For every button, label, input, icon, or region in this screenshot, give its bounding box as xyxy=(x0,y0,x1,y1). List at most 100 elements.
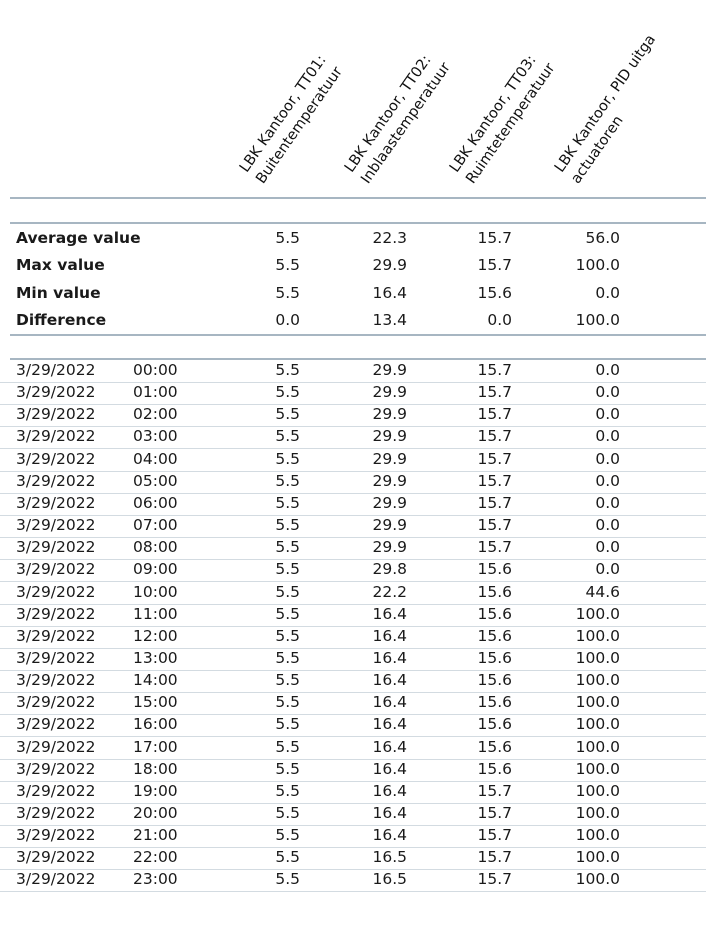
date-text: 3/29/2022 xyxy=(16,804,96,822)
table-cell: 15.7 xyxy=(477,405,512,424)
timestamp-cell: 3/29/2022 04:00 xyxy=(16,450,178,468)
timestamp-cell: 3/29/2022 12:00 xyxy=(16,627,178,645)
column-header-pid: LBK Kantoor, PID uitga actuatoren xyxy=(550,31,677,188)
table-cell: 44.6 xyxy=(585,582,620,601)
timestamp-cell: 3/29/2022 08:00 xyxy=(16,538,178,556)
table-cell: 5.5 xyxy=(275,626,300,645)
summary-value: 5.5 xyxy=(275,256,300,274)
table-cell: 5.5 xyxy=(275,604,300,623)
date-text: 3/29/2022 xyxy=(16,781,96,800)
timestamp-cell: 3/29/2022 20:00 xyxy=(16,804,178,822)
table-cell: 29.9 xyxy=(372,361,407,379)
table-row: 3/29/2022 00:00 5.5 29.9 15.7 0.0 xyxy=(0,361,706,383)
table-cell: 15.7 xyxy=(477,383,512,402)
table-cell: 29.9 xyxy=(372,516,407,535)
date-text: 3/29/2022 xyxy=(16,693,96,712)
timestamp-cell: 3/29/2022 17:00 xyxy=(16,738,178,756)
date-text: 3/29/2022 xyxy=(16,427,96,446)
summary-label: Min value xyxy=(16,284,101,302)
table-cell: 5.5 xyxy=(275,781,300,800)
table-cell: 100.0 xyxy=(575,626,620,645)
time-text: 05:00 xyxy=(133,471,178,490)
time-text: 02:00 xyxy=(133,405,178,424)
date-text: 3/29/2022 xyxy=(16,759,96,778)
timestamp-cell: 3/29/2022 06:00 xyxy=(16,494,178,512)
timestamp-cell: 3/29/2022 01:00 xyxy=(16,383,178,401)
table-cell: 0.0 xyxy=(595,361,620,379)
table-cell: 5.5 xyxy=(275,671,300,690)
table-cell: 16.4 xyxy=(372,804,407,822)
timestamp-cell: 3/29/2022 22:00 xyxy=(16,848,178,866)
time-text: 23:00 xyxy=(133,870,178,889)
time-text: 17:00 xyxy=(133,737,178,756)
table-cell: 100.0 xyxy=(575,804,620,822)
table-cell: 15.7 xyxy=(477,361,512,379)
date-text: 3/29/2022 xyxy=(16,848,96,867)
table-cell: 29.9 xyxy=(372,538,407,557)
table-row: 3/29/2022 14:00 5.5 16.4 15.6 100.0 xyxy=(0,671,706,694)
table-row: 3/29/2022 16:00 5.5 16.4 15.6 100.0 xyxy=(0,715,706,738)
table-cell: 16.5 xyxy=(372,870,407,889)
table-cell: 5.5 xyxy=(275,538,300,557)
table-cell: 29.9 xyxy=(372,427,407,446)
table-cell: 0.0 xyxy=(595,471,620,490)
time-text: 06:00 xyxy=(133,493,178,512)
table-cell: 100.0 xyxy=(575,604,620,623)
table-cell: 100.0 xyxy=(575,759,620,778)
table-row: 3/29/2022 09:00 5.5 29.8 15.6 0.0 xyxy=(0,560,706,583)
timestamp-cell: 3/29/2022 11:00 xyxy=(16,605,178,623)
table-cell: 15.6 xyxy=(477,715,512,734)
table-row: 3/29/2022 22:00 5.5 16.5 15.7 100.0 xyxy=(0,848,706,871)
date-text: 3/29/2022 xyxy=(16,560,96,579)
timestamp-cell: 3/29/2022 15:00 xyxy=(16,693,178,711)
table-cell: 5.5 xyxy=(275,493,300,512)
date-text: 3/29/2022 xyxy=(16,715,96,734)
table-row: 3/29/2022 08:00 5.5 29.9 15.7 0.0 xyxy=(0,538,706,561)
summary-value: 15.7 xyxy=(477,256,512,274)
date-text: 3/29/2022 xyxy=(16,626,96,645)
table-row: 3/29/2022 17:00 5.5 16.4 15.6 100.0 xyxy=(0,738,706,760)
table-cell: 5.5 xyxy=(275,560,300,579)
timestamp-cell: 3/29/2022 07:00 xyxy=(16,516,178,534)
table-cell: 100.0 xyxy=(575,826,620,845)
table-row: 3/29/2022 20:00 5.5 16.4 15.7 100.0 xyxy=(0,804,706,826)
table-cell: 16.4 xyxy=(372,781,407,800)
table-cell: 16.4 xyxy=(372,826,407,845)
header-divider xyxy=(10,197,706,199)
summary-label: Average value xyxy=(16,229,141,247)
table-cell: 5.5 xyxy=(275,582,300,601)
table-cell: 5.5 xyxy=(275,449,300,468)
time-text: 13:00 xyxy=(133,648,178,667)
time-text: 03:00 xyxy=(133,427,178,446)
table-cell: 16.4 xyxy=(372,715,407,734)
date-text: 3/29/2022 xyxy=(16,648,96,667)
time-text: 22:00 xyxy=(133,848,178,867)
time-text: 04:00 xyxy=(133,449,178,468)
summary-value: 13.4 xyxy=(372,311,407,329)
time-text: 15:00 xyxy=(133,693,178,712)
summary-value: 100.0 xyxy=(575,311,620,329)
table-row: 3/29/2022 01:00 5.5 29.9 15.7 0.0 xyxy=(0,383,706,406)
date-text: 3/29/2022 xyxy=(16,493,96,512)
table-cell: 29.8 xyxy=(372,560,407,579)
summary-label: Max value xyxy=(16,256,105,274)
summary-value: 15.6 xyxy=(477,284,512,302)
table-cell: 15.7 xyxy=(477,493,512,512)
table-cell: 15.7 xyxy=(477,538,512,557)
timestamp-cell: 3/29/2022 13:00 xyxy=(16,649,178,667)
table-row: 3/29/2022 19:00 5.5 16.4 15.7 100.0 xyxy=(0,782,706,804)
date-text: 3/29/2022 xyxy=(16,471,96,490)
table-cell: 15.6 xyxy=(477,560,512,579)
timestamp-cell: 3/29/2022 00:00 xyxy=(16,361,178,379)
table-row: 3/29/2022 18:00 5.5 16.4 15.6 100.0 xyxy=(0,760,706,782)
table-cell: 16.4 xyxy=(372,604,407,623)
time-text: 08:00 xyxy=(133,538,178,557)
table-cell: 100.0 xyxy=(575,848,620,867)
column-header-tt03: LBK Kantoor, TT03: Ruimtetemperatuur xyxy=(445,48,560,188)
table-cell: 16.4 xyxy=(372,759,407,778)
time-text: 09:00 xyxy=(133,560,178,579)
date-text: 3/29/2022 xyxy=(16,383,96,402)
table-cell: 5.5 xyxy=(275,826,300,845)
date-text: 3/29/2022 xyxy=(16,826,96,845)
